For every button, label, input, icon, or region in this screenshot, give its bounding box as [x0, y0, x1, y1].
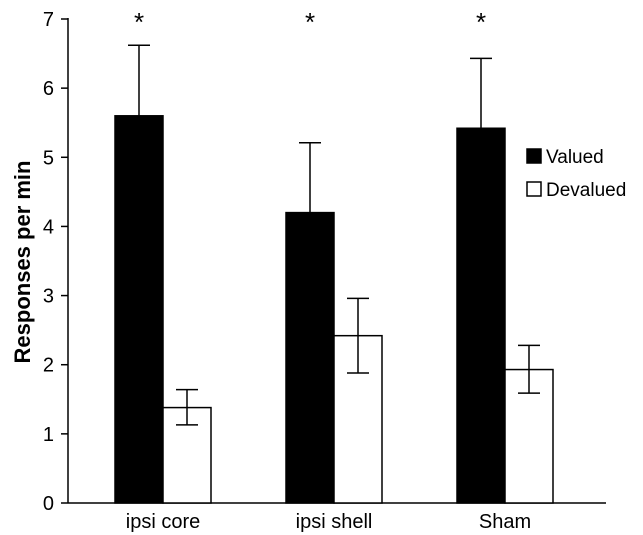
significance-star: * [305, 7, 315, 37]
bar-devalued [162, 406, 212, 504]
significance-markers: * * * [134, 7, 486, 37]
significance-star: * [476, 7, 486, 37]
x-axis-labels: ipsi core ipsi shell Sham [126, 511, 531, 533]
y-tick-label: 3 [43, 286, 54, 308]
bars [114, 44, 554, 504]
significance-star: * [134, 7, 144, 37]
category-label: ipsi shell [296, 511, 373, 533]
y-tick-label: 6 [43, 78, 54, 100]
legend-label: Devalued [546, 180, 626, 201]
category-label: Sham [479, 511, 531, 533]
y-tick-label: 2 [43, 355, 54, 377]
legend: Valued Devalued [526, 147, 626, 201]
legend-swatch-devalued [526, 181, 542, 197]
bar-valued [456, 127, 506, 504]
category-label: ipsi core [126, 511, 200, 533]
y-tick-label: 0 [43, 493, 54, 515]
y-axis-label: Responses per min [10, 161, 35, 364]
y-tick-label: 5 [43, 147, 54, 169]
y-tick-label: 7 [43, 9, 54, 31]
legend-label: Valued [546, 147, 604, 168]
legend-swatch-valued [526, 148, 542, 164]
y-tick-label: 1 [43, 424, 54, 446]
bar-valued [114, 115, 164, 504]
y-tick-label: 4 [43, 216, 54, 238]
bar-valued [285, 211, 335, 504]
